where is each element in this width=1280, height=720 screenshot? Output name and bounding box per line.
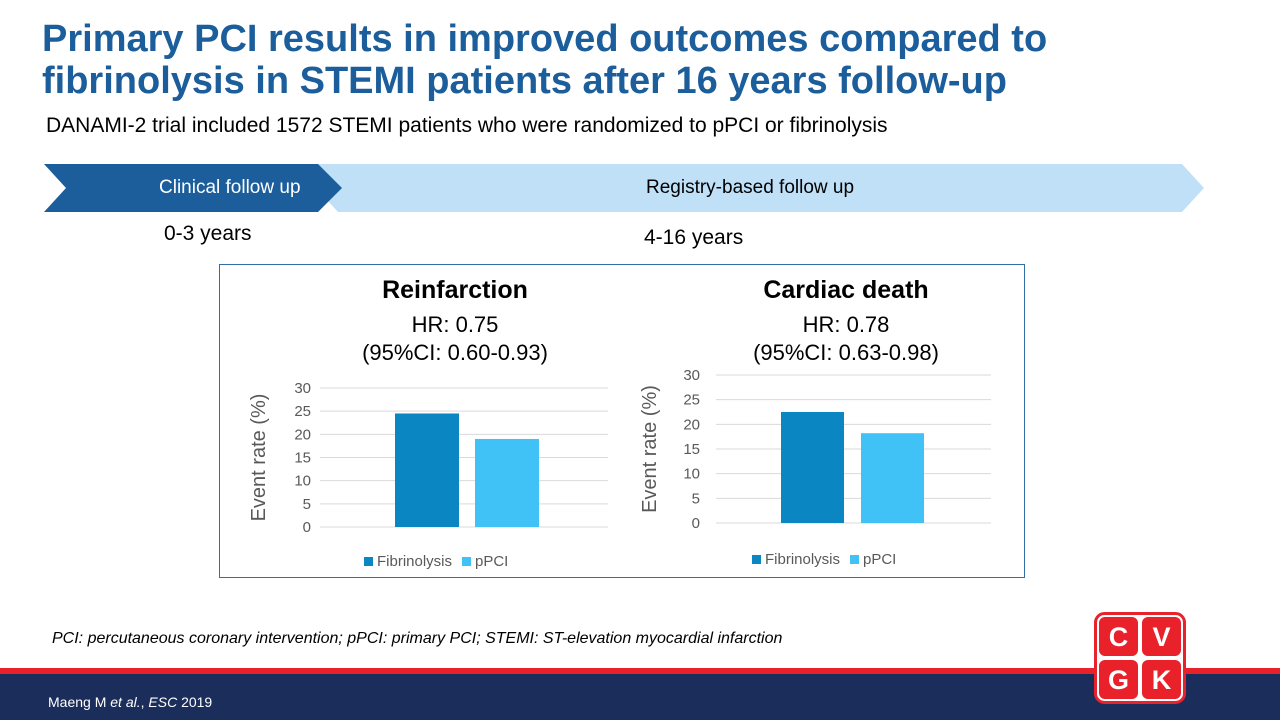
chart1-hr: HR: 0.75	[412, 312, 499, 337]
chart1-legend-swatch-ppci	[462, 557, 471, 566]
chart1-ytick: 0	[303, 519, 311, 536]
logo-tile-3	[1099, 660, 1138, 699]
timeline-arrows	[44, 164, 1204, 212]
chart2-bar-fibrinolysis	[781, 412, 844, 523]
reference-journal: ESC	[148, 694, 178, 710]
clinical-years: 0-3 years	[164, 222, 252, 245]
chart2-ytick: 5	[692, 490, 700, 507]
chart1-ytick: 30	[294, 380, 311, 397]
chart2-ytick: 25	[683, 392, 700, 409]
chart1-ytick: 10	[294, 473, 311, 490]
logo-letter-g: G	[1108, 665, 1129, 695]
cvgk-logo-svg: C V G K	[1094, 612, 1186, 704]
chart2-ylabel: Event rate (%)	[639, 385, 661, 513]
chart1-legend-label-ppci: pPCI	[475, 553, 508, 570]
logo-tile-4	[1142, 660, 1181, 699]
chart1-ytick: 5	[303, 496, 311, 513]
chart1-ylabel: Event rate (%)	[248, 394, 270, 522]
chart2-ci: (95%CI: 0.63-0.98)	[753, 340, 939, 365]
follow-up-timeline: Clinical follow up Registry-based follow…	[44, 164, 1206, 214]
cvgk-logo: C V G K	[1094, 612, 1186, 704]
logo-letter-k: K	[1152, 665, 1172, 695]
chart1-ytick: 25	[294, 403, 311, 420]
chart2-ytick: 10	[683, 466, 700, 483]
logo-tile-1	[1099, 617, 1138, 656]
chart2-legend-label-ppci: pPCI	[863, 551, 896, 568]
page-subtitle: DANAMI-2 trial included 1572 STEMI patie…	[46, 114, 888, 137]
chart2-ytick: 0	[692, 515, 700, 532]
chart1-ci: (95%CI: 0.60-0.93)	[362, 340, 548, 365]
registry-years: 4-16 years	[644, 226, 744, 249]
chart1-title: Reinfarction	[382, 276, 528, 304]
chart2-ytick: 15	[683, 441, 700, 458]
clinical-follow-up-label: Clinical follow up	[159, 177, 301, 198]
chart1-bar-fibrinolysis	[395, 413, 459, 527]
logo-letter-c: C	[1109, 622, 1129, 652]
chart2-title: Cardiac death	[763, 276, 928, 304]
chart1-legend-swatch-fibrinolysis	[364, 557, 373, 566]
reference-authors: Maeng M	[48, 694, 111, 710]
chart1-legend-label-fibrinolysis: Fibrinolysis	[377, 553, 452, 570]
reference-year: 2019	[177, 694, 213, 710]
chart2-ytick: 30	[683, 367, 700, 384]
logo-letter-v: V	[1152, 622, 1170, 652]
reference-etal: et al.	[110, 694, 141, 710]
registry-arrow	[316, 164, 1204, 212]
chart2-ytick: 20	[683, 416, 700, 433]
reference-sep: ,	[140, 694, 149, 710]
page-title: Primary PCI results in improved outcomes…	[42, 18, 1048, 102]
chart2-hr: HR: 0.78	[803, 312, 890, 337]
footer-bar	[0, 674, 1280, 720]
footer-red-line	[0, 668, 1280, 674]
logo-tile-2	[1142, 617, 1181, 656]
abbreviations-footnote: PCI: percutaneous coronary intervention;…	[52, 630, 783, 647]
chart1-bar-ppci	[475, 438, 539, 527]
registry-follow-up-label: Registry-based follow up	[646, 177, 855, 198]
reference: Maeng M et al., ESC 2019	[48, 694, 212, 710]
chart1-ytick: 15	[294, 450, 311, 467]
charts-panel: Reinfarction HR: 0.75 (95%CI: 0.60-0.93) 0 5…	[219, 264, 1025, 578]
clinical-arrow	[44, 164, 342, 212]
chart1-ytick: 20	[294, 426, 311, 443]
chart2-bar-ppci	[861, 433, 924, 523]
chart2-legend-label-fibrinolysis: Fibrinolysis	[765, 551, 840, 568]
chart2-legend-swatch-ppci	[850, 555, 859, 564]
chart2-legend-swatch-fibrinolysis	[752, 555, 761, 564]
charts-svg: Reinfarction HR: 0.75 (95%CI: 0.60-0.93) 0 5…	[248, 276, 991, 570]
